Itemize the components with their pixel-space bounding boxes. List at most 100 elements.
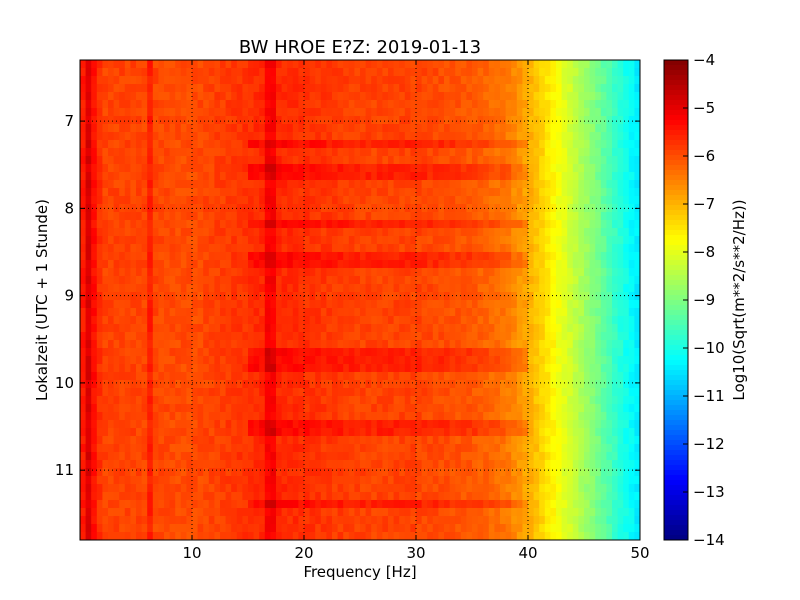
heatmap-cell (539, 436, 546, 445)
heatmap-cell (544, 180, 551, 189)
heatmap-cell (354, 148, 361, 157)
heatmap-cell (220, 156, 226, 165)
heatmap-cell (304, 100, 310, 109)
heatmap-cell (494, 324, 501, 333)
heatmap-cell (561, 76, 568, 85)
heatmap-cell (623, 404, 630, 413)
heatmap-cell (91, 364, 98, 373)
heatmap-cell (393, 140, 400, 149)
heatmap-cell (522, 428, 529, 437)
heatmap-cell (141, 252, 148, 261)
heatmap-cell (561, 412, 568, 421)
heatmap-cell (287, 220, 294, 229)
heatmap-cell (533, 92, 540, 101)
heatmap-cell (326, 172, 333, 181)
heatmap-cell (399, 364, 406, 373)
heatmap-cell (298, 380, 305, 389)
heatmap-cell (634, 436, 641, 445)
heatmap-cell (141, 404, 148, 413)
heatmap-cell (404, 124, 411, 133)
heatmap-cell (281, 268, 288, 277)
heatmap-cell (192, 124, 198, 133)
heatmap-cell (584, 348, 590, 357)
heatmap-cell (164, 404, 170, 413)
heatmap-cell (248, 60, 254, 69)
heatmap-cell (550, 84, 557, 93)
heatmap-cell (186, 100, 193, 109)
heatmap-cell (270, 452, 277, 461)
heatmap-cell (449, 412, 456, 421)
heatmap-cell (539, 380, 546, 389)
heatmap-cell (561, 220, 568, 229)
heatmap-cell (85, 68, 92, 77)
heatmap-cell (80, 84, 86, 93)
heatmap-cell (617, 380, 624, 389)
heatmap-cell (600, 284, 607, 293)
heatmap-cell (371, 196, 378, 205)
heatmap-cell (399, 412, 406, 421)
heatmap-cell (91, 116, 98, 125)
heatmap-cell (309, 268, 316, 277)
heatmap-cell (192, 268, 198, 277)
heatmap-cell (96, 372, 103, 381)
heatmap-cell (617, 92, 624, 101)
heatmap-cell (326, 204, 333, 213)
heatmap-cell (192, 396, 198, 405)
heatmap-cell (561, 316, 568, 325)
heatmap-cell (623, 420, 630, 429)
heatmap-cell (276, 364, 282, 373)
heatmap-cell (225, 220, 232, 229)
heatmap-cell (85, 284, 92, 293)
heatmap-cell (416, 340, 422, 349)
heatmap-cell (460, 332, 467, 341)
heatmap-cell (343, 412, 350, 421)
heatmap-cell (292, 316, 299, 325)
heatmap-cell (595, 220, 602, 229)
heatmap-cell (337, 124, 344, 133)
heatmap-cell (315, 220, 322, 229)
heatmap-cell (147, 188, 154, 197)
heatmap-cell (438, 452, 445, 461)
heatmap-cell (102, 372, 109, 381)
heatmap-cell (371, 308, 378, 317)
heatmap-cell (589, 324, 596, 333)
heatmap-cell (85, 388, 92, 397)
heatmap-cell (595, 180, 602, 189)
heatmap-cell (309, 196, 316, 205)
heatmap-cell (539, 132, 546, 141)
heatmap-cell (281, 220, 288, 229)
heatmap-cell (113, 116, 120, 125)
heatmap-cell (399, 156, 406, 165)
heatmap-cell (259, 180, 266, 189)
heatmap-cell (382, 76, 389, 85)
heatmap-cell (388, 372, 394, 381)
heatmap-cell (231, 412, 238, 421)
heatmap-cell (192, 372, 198, 381)
heatmap-cell (460, 92, 467, 101)
heatmap-cell (208, 436, 215, 445)
heatmap-cell (550, 356, 557, 365)
heatmap-cell (309, 380, 316, 389)
heatmap-cell (432, 220, 439, 229)
heatmap-cell (102, 380, 109, 389)
heatmap-cell (449, 180, 456, 189)
heatmap-cell (214, 196, 221, 205)
heatmap-cell (561, 172, 568, 181)
heatmap-cell (382, 404, 389, 413)
heatmap-cell (606, 148, 613, 157)
heatmap-cell (315, 300, 322, 309)
heatmap-cell (80, 92, 86, 101)
heatmap-cell (108, 404, 114, 413)
heatmap-cell (214, 156, 221, 165)
heatmap-cell (354, 108, 361, 117)
heatmap-cell (208, 196, 215, 205)
heatmap-cell (304, 316, 310, 325)
heatmap-cell (270, 76, 277, 85)
heatmap-cell (192, 428, 198, 437)
heatmap-cell (332, 76, 338, 85)
heatmap-cell (80, 404, 86, 413)
heatmap-cell (416, 116, 422, 125)
heatmap-cell (606, 380, 613, 389)
heatmap-cell (141, 220, 148, 229)
heatmap-cell (444, 356, 450, 365)
